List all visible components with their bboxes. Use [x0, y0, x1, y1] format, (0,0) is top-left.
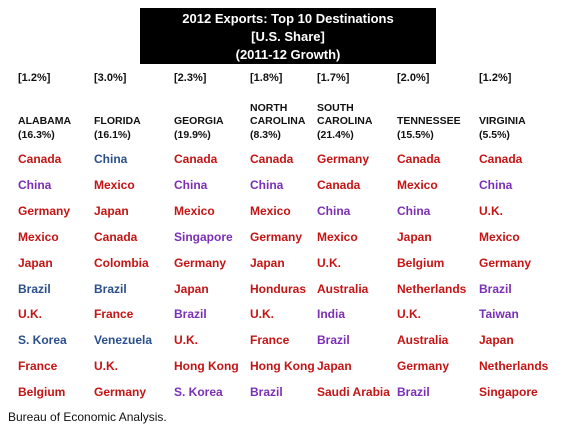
- destination-country: Colombia: [94, 255, 149, 270]
- destination-country: Brazil: [397, 385, 430, 400]
- destination-country: Japan: [18, 255, 53, 270]
- destination-country: U.K.: [397, 307, 421, 322]
- destination-country: Germany: [174, 255, 227, 270]
- state-name: SOUTH: [317, 102, 354, 114]
- destination-country: Singapore: [479, 385, 538, 400]
- destination-country: Germany: [479, 255, 532, 270]
- destination-country: Mexico: [174, 203, 215, 218]
- destination-country: Japan: [94, 203, 129, 218]
- state-name: TENNESSEE: [397, 115, 461, 127]
- destination-country: France: [94, 307, 134, 322]
- destination-country: China: [317, 203, 351, 218]
- state-share: [3.0%]: [94, 72, 127, 84]
- state-name-line2: CAROLINA: [250, 115, 306, 127]
- destination-country: Canada: [317, 177, 361, 192]
- destination-country: Taiwan: [479, 307, 519, 322]
- destination-country: France: [250, 333, 290, 348]
- destination-country: Canada: [18, 152, 62, 166]
- destination-country: S. Korea: [174, 385, 223, 400]
- destination-country: Mexico: [479, 229, 520, 244]
- source-caption: Bureau of Economic Analysis.: [8, 410, 167, 424]
- destination-country: India: [317, 307, 346, 322]
- state-share: [1.7%]: [317, 72, 350, 84]
- destination-country: U.K.: [94, 359, 118, 374]
- destination-country: Brazil: [250, 385, 283, 400]
- destination-country: China: [18, 177, 52, 192]
- destination-country: China: [479, 177, 513, 192]
- destination-country: China: [250, 177, 284, 192]
- destination-country: Australia: [317, 281, 369, 296]
- destination-country: Germany: [250, 229, 303, 244]
- destination-country: Belgium: [397, 255, 445, 270]
- destination-country: Hong Kong: [250, 359, 315, 374]
- destination-country: Netherlands: [397, 281, 467, 296]
- destination-country: Japan: [397, 229, 432, 244]
- state-name: NORTH: [250, 102, 288, 114]
- state-name: VIRGINIA: [479, 115, 526, 127]
- chart-subtitle-growth: (2011-12 Growth): [235, 47, 341, 62]
- destination-country: Belgium: [18, 385, 66, 400]
- state-growth: (21.4%): [317, 129, 354, 141]
- destination-country: Venezuela: [94, 333, 153, 348]
- destination-country: China: [397, 203, 431, 218]
- state-name-line2: CAROLINA: [317, 115, 373, 127]
- destination-country: Brazil: [479, 281, 512, 296]
- destination-country: Japan: [317, 359, 352, 374]
- state-share: [1.2%]: [479, 72, 512, 84]
- destination-country: Brazil: [18, 281, 51, 296]
- destination-country: Germany: [94, 385, 147, 400]
- destination-country: Mexico: [397, 177, 438, 192]
- destination-country: Mexico: [250, 203, 291, 218]
- state-growth: (16.1%): [94, 129, 131, 141]
- state-name: FLORIDA: [94, 115, 141, 127]
- destination-country: Germany: [397, 359, 450, 374]
- state-growth: (8.3%): [250, 129, 281, 141]
- destination-country: Brazil: [174, 307, 207, 322]
- destination-country: Hong Kong: [174, 359, 239, 374]
- destination-country: Canada: [479, 152, 523, 166]
- destination-country: Germany: [317, 152, 370, 166]
- destination-country: Mexico: [317, 229, 358, 244]
- destination-country: China: [94, 152, 128, 166]
- state-share: [2.3%]: [174, 72, 207, 84]
- destination-country: Canada: [94, 229, 138, 244]
- destination-country: Canada: [397, 152, 441, 166]
- chart-title: 2012 Exports: Top 10 Destinations: [182, 11, 394, 26]
- state-name: ALABAMA: [18, 115, 72, 127]
- destination-country: U.K.: [479, 203, 503, 218]
- state-growth: (15.5%): [397, 129, 434, 141]
- destination-country: Australia: [397, 333, 449, 348]
- destination-country: Canada: [250, 152, 294, 166]
- destination-country: Netherlands: [479, 359, 549, 374]
- chart-title-box: 2012 Exports: Top 10 Destinations [U.S. …: [140, 8, 436, 64]
- destination-country: Singapore: [174, 229, 233, 244]
- state-growth: (16.3%): [18, 129, 55, 141]
- destination-country: U.K.: [250, 307, 274, 322]
- destination-country: Japan: [174, 281, 209, 296]
- destination-country: Japan: [250, 255, 285, 270]
- destination-country: U.K.: [174, 333, 198, 348]
- destination-country: Canada: [174, 152, 218, 166]
- state-growth: (19.9%): [174, 129, 211, 141]
- state-name: GEORGIA: [174, 115, 224, 127]
- destination-country: Brazil: [317, 333, 350, 348]
- destination-country: S. Korea: [18, 333, 67, 348]
- destination-country: Japan: [479, 333, 514, 348]
- destination-country: U.K.: [18, 307, 42, 322]
- destination-country: U.K.: [317, 255, 341, 270]
- destination-country: Germany: [18, 203, 71, 218]
- state-share: [1.8%]: [250, 72, 283, 84]
- state-growth: (5.5%): [479, 129, 510, 141]
- destination-country: Honduras: [250, 281, 307, 296]
- destination-country: China: [174, 177, 208, 192]
- state-share: [1.2%]: [18, 72, 51, 84]
- destination-country: Mexico: [18, 229, 59, 244]
- destination-country: France: [18, 359, 58, 374]
- state-share: [2.0%]: [397, 72, 430, 84]
- chart-subtitle-share: [U.S. Share]: [251, 29, 325, 44]
- destination-country: Saudi Arabia: [317, 385, 390, 400]
- destination-country: Mexico: [94, 177, 135, 192]
- destination-country: Brazil: [94, 281, 127, 296]
